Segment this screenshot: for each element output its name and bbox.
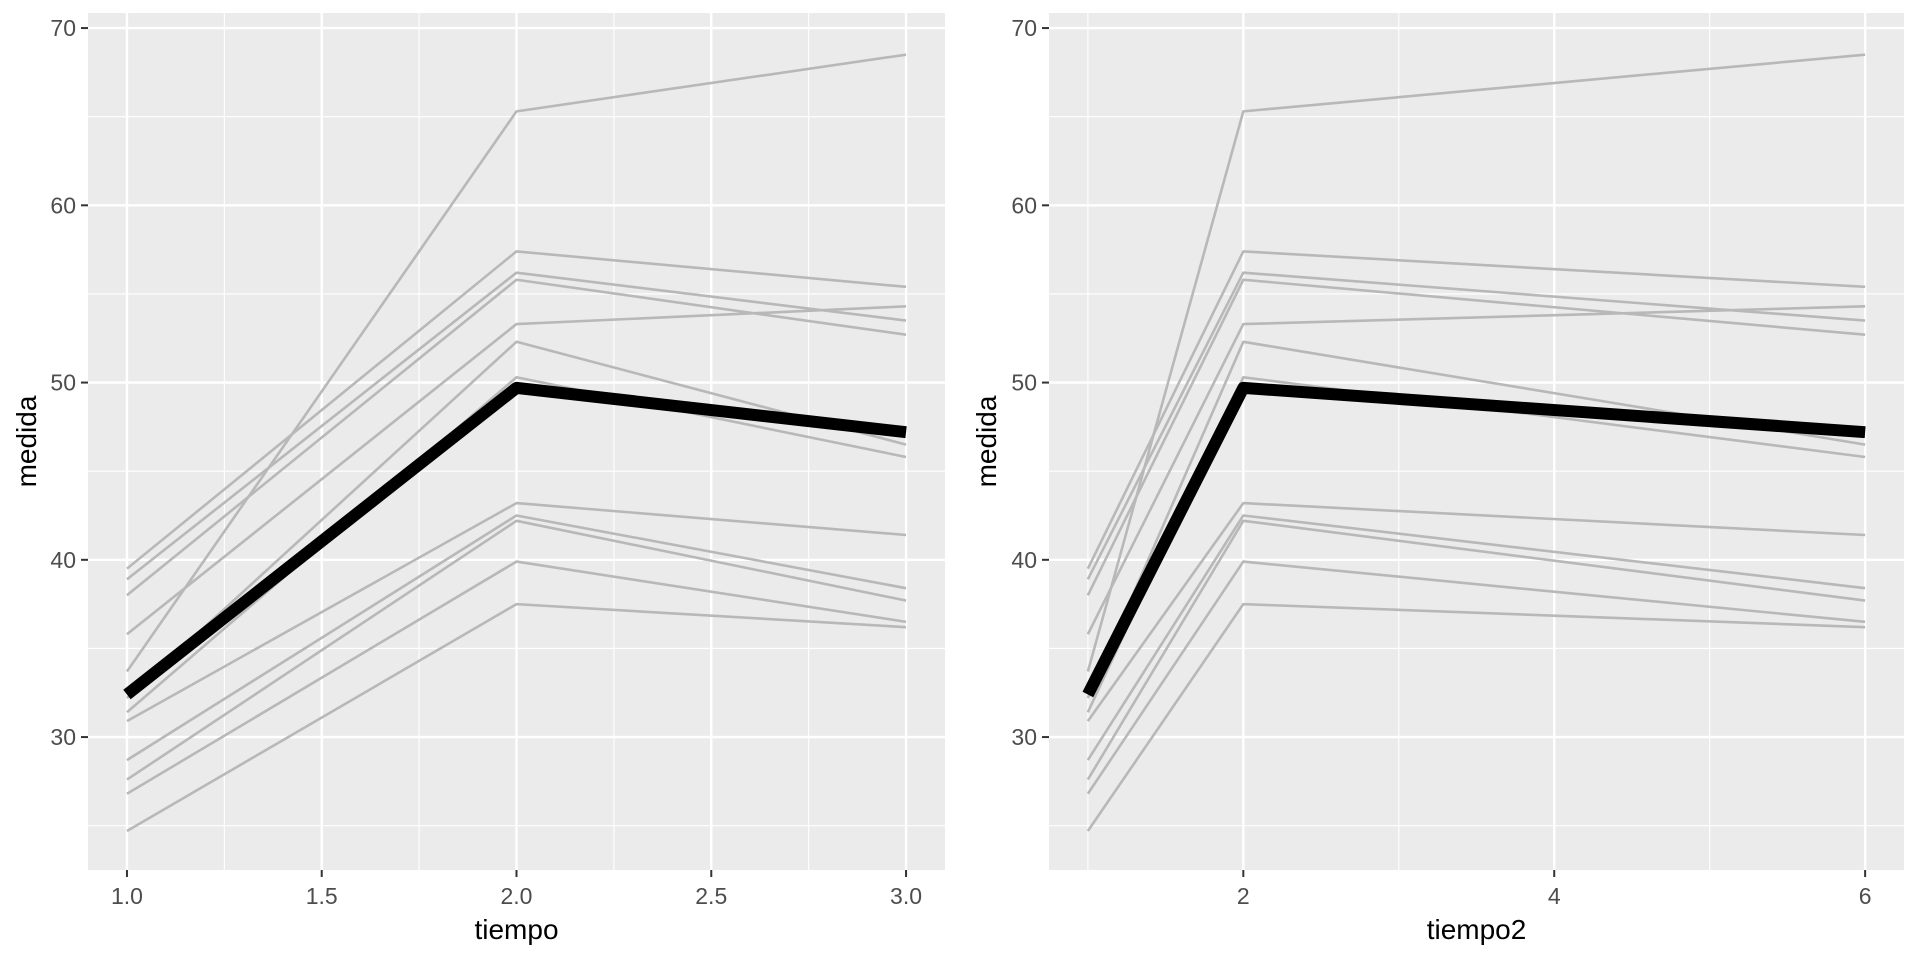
subject-line (126, 501, 907, 723)
subject-line (1086, 514, 1866, 761)
chart-tiempo: 1.0 1.5 2.0 2.5 3.0 30 40 50 60 70 tiempo medida (11, 13, 945, 945)
subject-line (1086, 519, 1866, 781)
subject-line (126, 340, 907, 700)
subject-line (126, 250, 907, 570)
subject-line (126, 560, 907, 795)
subject-line (126, 271, 907, 581)
y-tick-label: 30 (50, 724, 76, 750)
x-tick-label: 2 (1237, 883, 1250, 909)
y-tick-label: 60 (1011, 192, 1037, 218)
subject-line (1086, 305, 1866, 635)
subject-line (1086, 53, 1866, 672)
y-tick-label: 60 (50, 192, 76, 218)
x-tick-label: 4 (1548, 883, 1561, 909)
y-tick-label: 50 (50, 370, 76, 396)
y-tick-label: 40 (50, 547, 76, 573)
subject-line (126, 278, 907, 597)
subject-line (126, 514, 907, 762)
y-tick-label: 70 (1011, 15, 1037, 41)
chart-tiempo-svg: 1.0 1.5 2.0 2.5 3.0 30 40 50 60 70 tiempo medida (11, 13, 945, 945)
subject-line (126, 375, 907, 714)
subject-line (126, 305, 907, 636)
subject-line (1086, 560, 1866, 795)
subject-line (1086, 501, 1866, 722)
panel-background (1049, 13, 1904, 870)
mean-line (123, 381, 907, 700)
x-tick-label: 3.0 (890, 883, 922, 909)
x-tick-label: 1.5 (306, 883, 338, 909)
y-tick-label: 40 (1011, 547, 1037, 573)
subject-line (1086, 278, 1866, 596)
subject-line (126, 602, 907, 833)
subject-line (126, 519, 907, 781)
mean-line (1082, 381, 1866, 698)
subject-line (1086, 271, 1866, 580)
x-axis-title: tiempo (474, 914, 558, 945)
x-tick-label: 6 (1859, 883, 1872, 909)
chart-tiempo2-svg: 2 4 6 30 40 50 60 70 tiempo2 medida (971, 13, 1904, 945)
x-tick-label: 2.0 (501, 883, 533, 909)
subject-line (1086, 250, 1866, 570)
x-tick-label: 2.5 (695, 883, 727, 909)
x-axis-title: tiempo2 (1427, 914, 1527, 945)
chart-tiempo2: 2 4 6 30 40 50 60 70 tiempo2 medida (960, 0, 1920, 960)
y-tick-label: 50 (1011, 370, 1037, 396)
y-axis-title: medida (971, 395, 1002, 487)
y-tick-label: 30 (1011, 724, 1037, 750)
y-tick-label: 70 (50, 15, 76, 41)
y-axis-title: medida (11, 395, 42, 487)
subject-line (1086, 602, 1866, 832)
subject-line (125, 53, 907, 673)
x-tick-label: 1.0 (111, 883, 143, 909)
